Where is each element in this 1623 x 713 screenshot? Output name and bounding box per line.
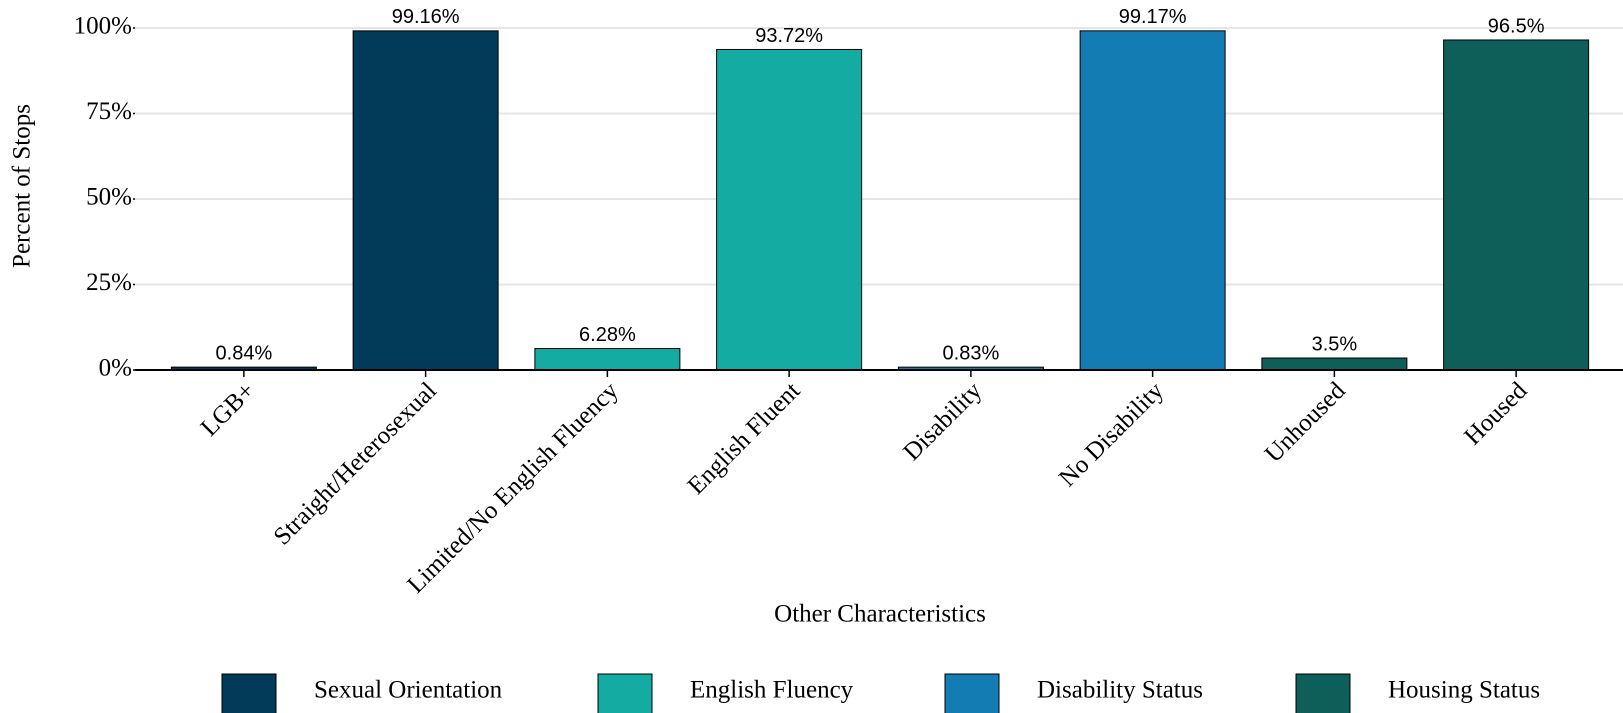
x-tick-label: English Fluent [683, 377, 806, 500]
bar [1261, 357, 1408, 371]
x-tick-label: Straight/Heterosexual [269, 377, 442, 550]
value-label: 93.72% [755, 25, 823, 47]
y-axis-label: Percent of Stops [9, 104, 36, 268]
legend-label: English Fluency [690, 677, 854, 704]
value-label: 3.5% [1312, 333, 1358, 355]
x-axis-label: Other Characteristics [774, 601, 986, 628]
legend-label: Disability Status [1037, 677, 1203, 704]
value-label: 0.83% [943, 342, 1000, 364]
y-tick-label: 50% [86, 184, 132, 211]
legend-swatch [597, 673, 653, 713]
value-label: 96.5% [1488, 15, 1545, 37]
y-tick-label: 0% [99, 355, 132, 382]
bar [1443, 39, 1590, 371]
y-tick-label: 100% [74, 13, 132, 40]
legend-swatch [1295, 673, 1351, 713]
x-tick-label: Unhoused [1260, 377, 1351, 468]
y-tick-label: 25% [86, 269, 132, 296]
y-tick-label: 75% [86, 98, 132, 125]
value-label: 99.17% [1119, 6, 1187, 28]
x-tick-label: Disability [898, 377, 987, 466]
bar [1079, 30, 1226, 371]
x-tick-label: Limited/No English Fluency [402, 377, 624, 599]
legend-swatch [944, 673, 1000, 713]
value-label: 99.16% [392, 6, 460, 28]
bar [716, 48, 863, 371]
legend-label: Sexual Orientation [314, 677, 503, 704]
x-tick-label: Housed [1459, 377, 1532, 450]
x-tick-label: No Disability [1054, 377, 1169, 492]
legend-swatch [221, 673, 277, 713]
value-label: 6.28% [579, 324, 636, 346]
bar [534, 348, 681, 371]
bar [352, 30, 499, 371]
legend-label: Housing Status [1388, 677, 1540, 704]
x-tick-label: LGB+ [196, 377, 260, 441]
value-label: 0.84% [216, 342, 273, 364]
